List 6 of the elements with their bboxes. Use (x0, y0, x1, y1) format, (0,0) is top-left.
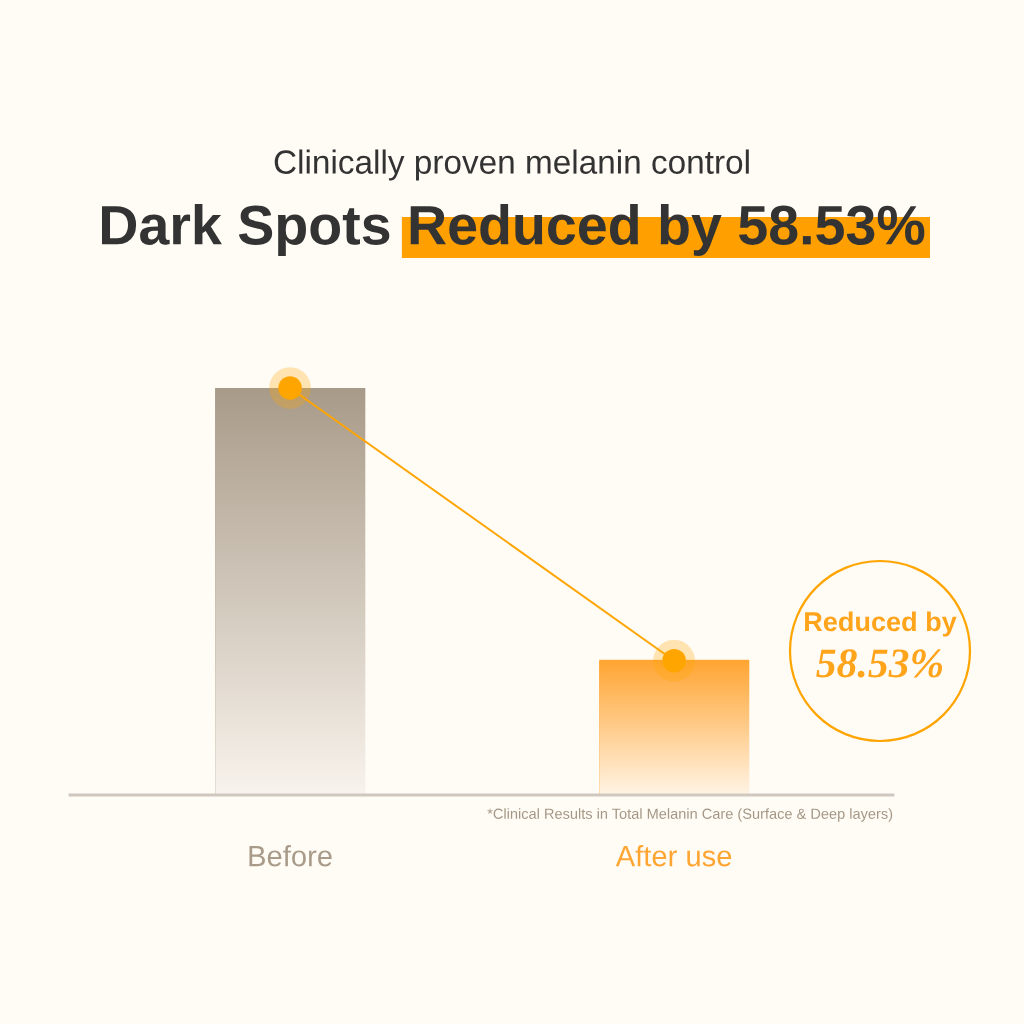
chart-subtitle: Clinically proven melanin control (274, 149, 749, 181)
text: *Clinical Results in Total Melanin Care (Surface & Deep layers) (487, 808, 893, 822)
text: 58.53% (816, 649, 943, 678)
text: Reduced by (805, 611, 957, 637)
x-tick-label: Before (249, 845, 332, 867)
x-tick-label: After use (615, 845, 732, 867)
